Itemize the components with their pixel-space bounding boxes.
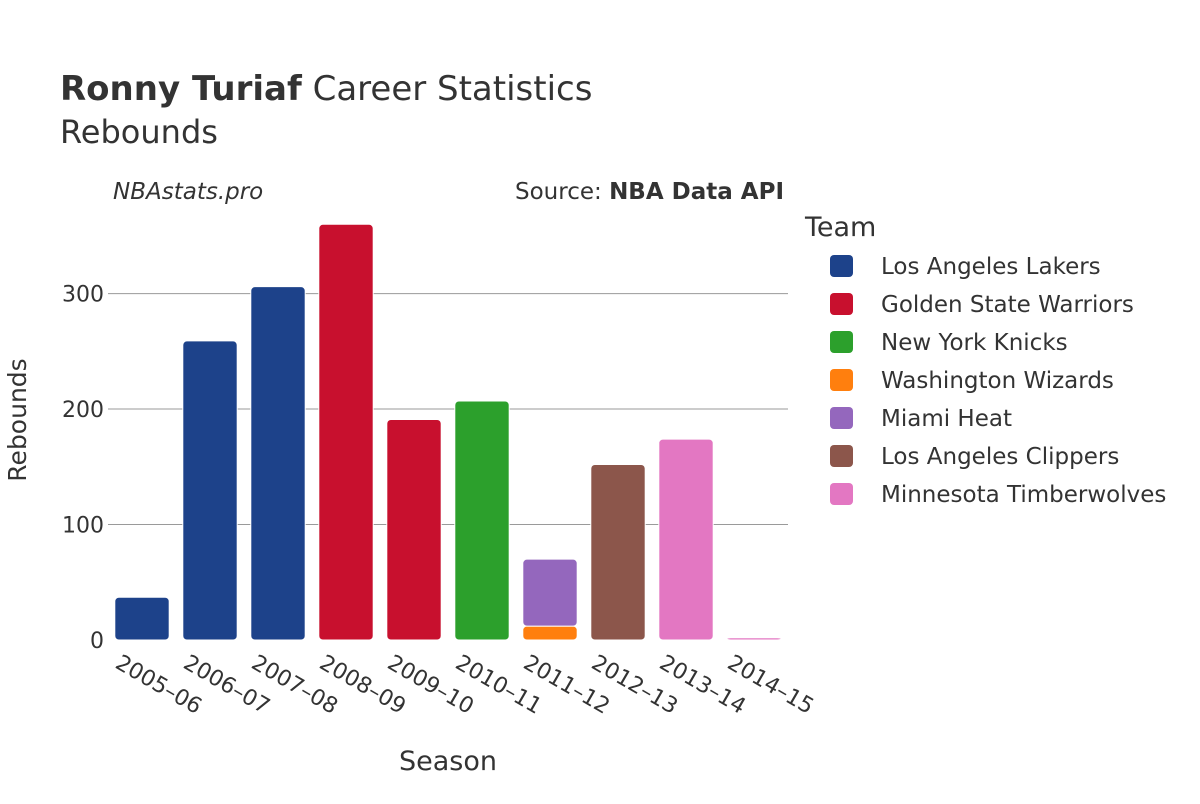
y-tick-label: 300 (62, 283, 104, 308)
legend-item: Golden State Warriors (830, 292, 1134, 318)
legend-label: New York Knicks (881, 330, 1068, 356)
legend-label: Los Angeles Lakers (881, 254, 1101, 280)
legend-swatch (830, 445, 853, 467)
legend-label: Washington Wizards (881, 368, 1114, 394)
bars (114, 223, 782, 641)
legend-item: Miami Heat (830, 406, 1012, 432)
bar (318, 223, 374, 641)
legend-item: New York Knicks (830, 330, 1068, 356)
bar (386, 418, 442, 641)
x-axis-label: Season (399, 746, 497, 777)
source-label: Source: NBA Data API (515, 179, 784, 205)
y-axis-label: Rebounds (3, 358, 32, 481)
source-name: NBA Data API (609, 179, 784, 205)
legend-label: Miami Heat (881, 406, 1012, 432)
legend-swatch (830, 407, 853, 429)
legend-label: Los Angeles Clippers (881, 444, 1119, 470)
legend-swatch (830, 255, 853, 277)
bar (590, 463, 646, 641)
legend-title: Team (804, 212, 876, 243)
legend-item: Minnesota Timberwolves (830, 482, 1166, 508)
bar (522, 558, 578, 627)
legend-swatch (830, 293, 853, 315)
source-prefix: Source: (515, 179, 609, 205)
title-player: Ronny Turiaf (60, 69, 303, 109)
y-axis-ticks: 0 100 200 300 (62, 283, 104, 654)
bar (182, 340, 238, 641)
legend-label: Minnesota Timberwolves (881, 482, 1166, 508)
watermark: NBAstats.pro (113, 179, 263, 205)
y-tick-label: 200 (62, 398, 104, 423)
legend: Team Los Angeles Lakers Golden State Warr… (804, 212, 1166, 508)
legend-swatch (830, 369, 853, 391)
x-axis-ticks: 2005–062006–072007–082008–092009–102010–… (111, 651, 818, 720)
bar (250, 286, 306, 641)
y-tick-label: 0 (90, 629, 104, 654)
legend-label: Golden State Warriors (881, 292, 1134, 318)
legend-swatch (830, 483, 853, 505)
y-tick-label: 100 (62, 514, 104, 539)
chart-title: Ronny Turiaf Career Statistics (60, 69, 592, 109)
legend-item: Los Angeles Clippers (830, 444, 1119, 470)
bar (522, 625, 578, 641)
bar (454, 400, 510, 641)
chart-subtitle: Rebounds (60, 113, 218, 151)
legend-item: Los Angeles Lakers (830, 254, 1101, 280)
bar (726, 637, 782, 641)
title-rest: Career Statistics (302, 69, 593, 109)
bar (658, 438, 714, 641)
legend-swatch (830, 331, 853, 353)
legend-item: Washington Wizards (830, 368, 1114, 394)
bar (114, 596, 170, 641)
